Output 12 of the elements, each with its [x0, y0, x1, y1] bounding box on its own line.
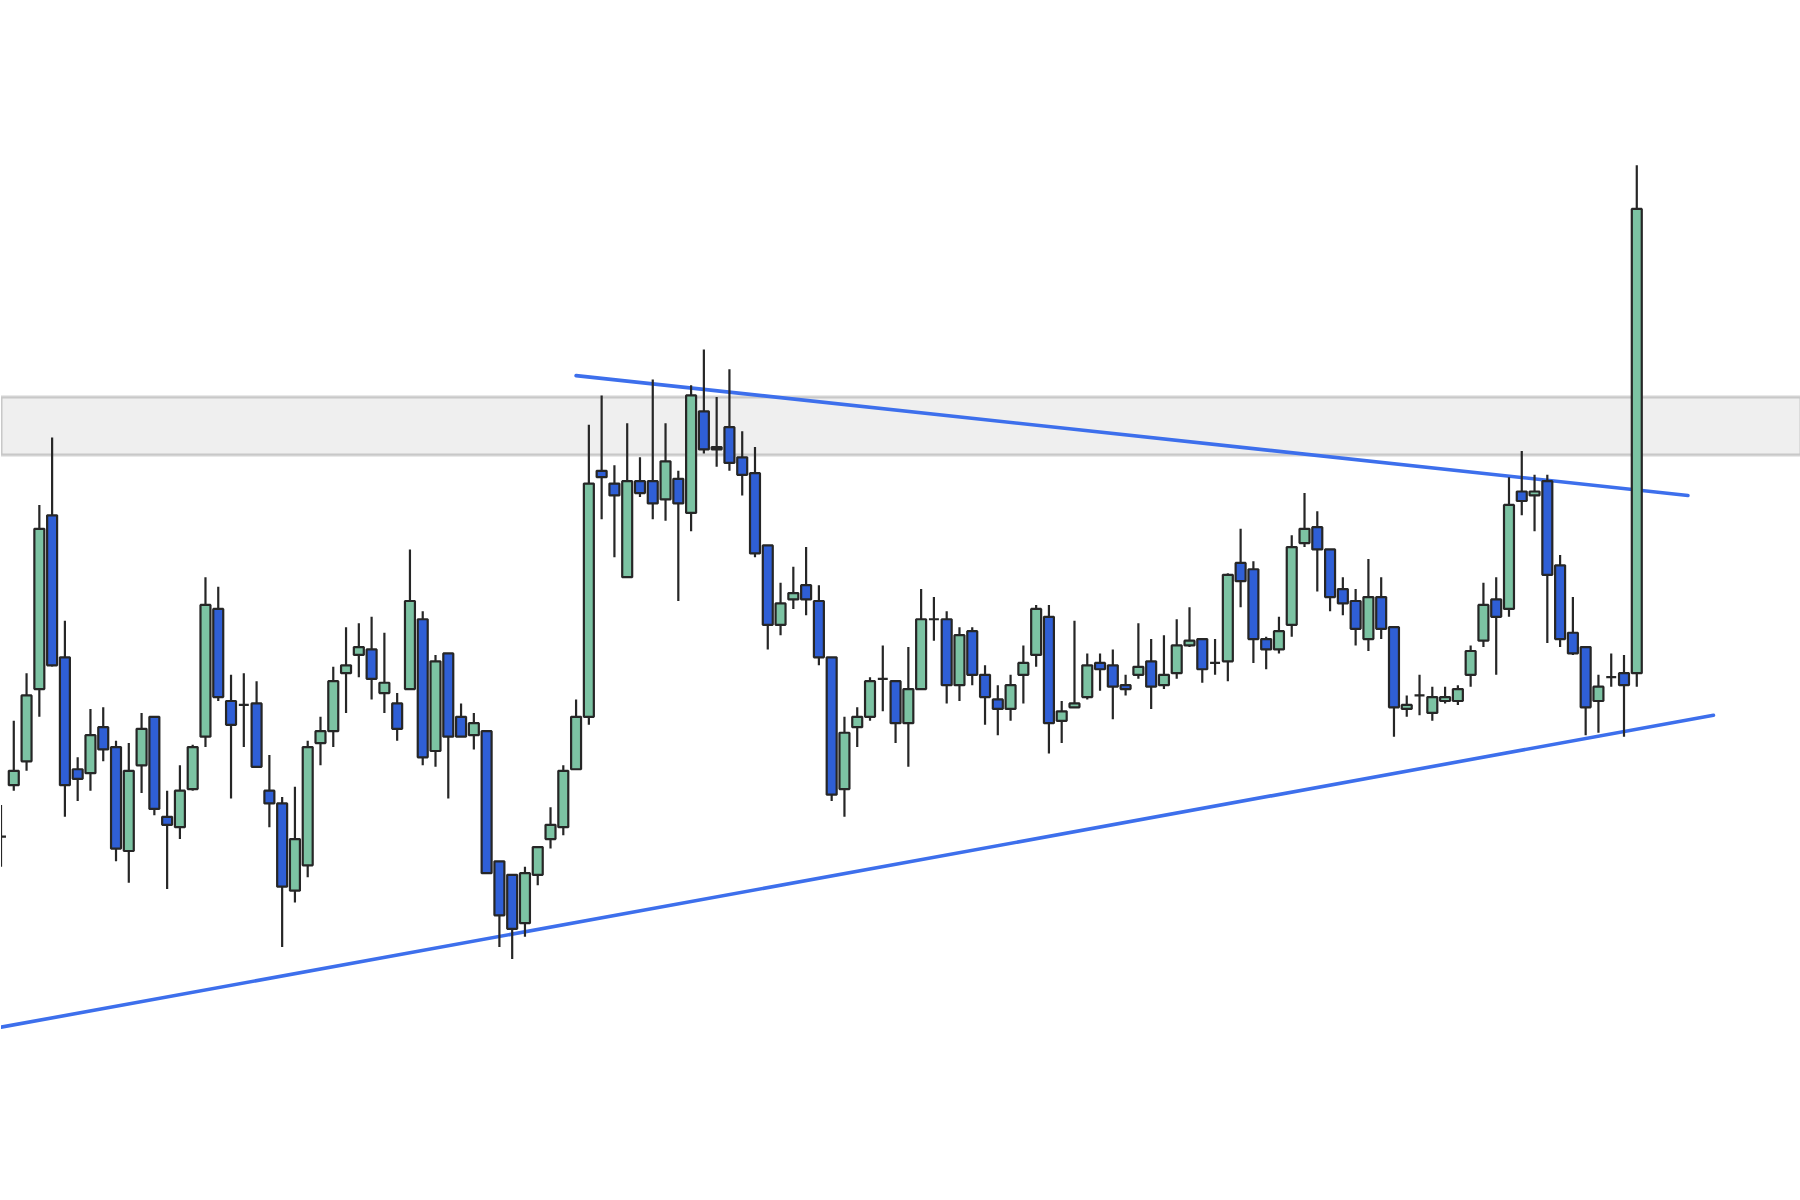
candlestick [378, 631, 391, 714]
candlestick [1464, 644, 1477, 688]
candlestick [186, 743, 199, 792]
candlestick [876, 644, 889, 713]
candlestick [1285, 534, 1298, 638]
candlestick [7, 719, 20, 792]
candlestick [1017, 644, 1030, 705]
candlestick [339, 626, 353, 714]
candlestick [20, 672, 33, 772]
candlestick [1068, 619, 1081, 709]
candlestick [391, 691, 404, 742]
candlestick [595, 394, 608, 521]
